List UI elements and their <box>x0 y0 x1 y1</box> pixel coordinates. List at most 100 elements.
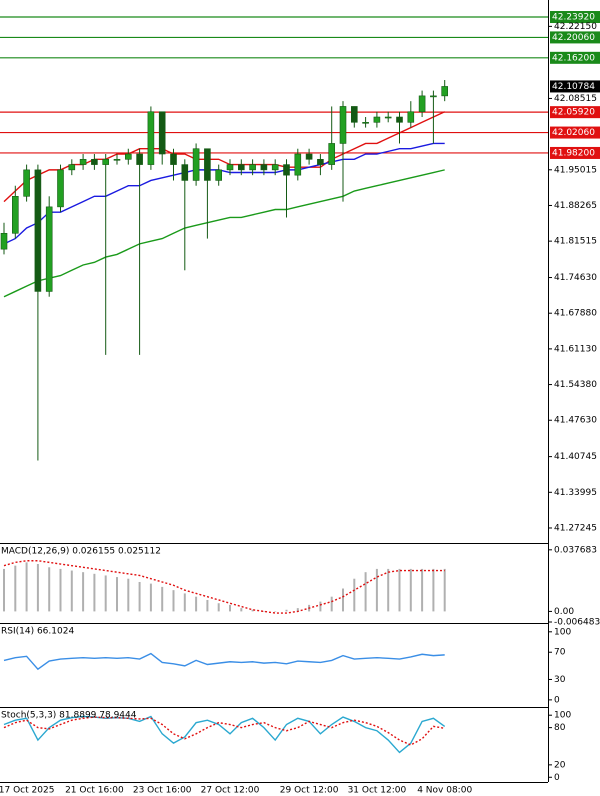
y-tick-label: 41.88265 <box>554 201 597 211</box>
candle-body <box>260 164 268 171</box>
histogram-bar <box>375 568 378 612</box>
y-tick-label: 20 <box>554 760 566 770</box>
y-tick-label: 0.00 <box>554 607 574 617</box>
histogram-bar <box>3 568 5 612</box>
y-tick-label: 41.54380 <box>554 380 597 390</box>
histogram-bar <box>240 608 243 612</box>
y-tick-label: 0 <box>554 773 560 783</box>
candle-body <box>102 158 109 165</box>
x-tick-label: 31 Oct 12:00 <box>348 786 407 796</box>
candle-body <box>362 122 369 124</box>
histogram-bar <box>195 596 198 612</box>
candle-body <box>407 111 415 123</box>
candle-body <box>418 95 426 113</box>
histogram-bar <box>353 578 356 612</box>
y-tick-label: 42.22150 <box>554 22 597 32</box>
candle-body <box>328 143 336 165</box>
candle-body <box>339 106 347 144</box>
histogram-bar <box>274 611 277 612</box>
indicator-line <box>3 142 445 245</box>
x-tick-label: 21 Oct 16:00 <box>65 786 124 796</box>
histogram-bar <box>229 604 231 612</box>
histogram-bar <box>387 568 390 612</box>
histogram-bar <box>59 568 62 612</box>
candle-body <box>305 153 313 160</box>
candle-body <box>12 195 19 234</box>
candle-body <box>373 116 381 123</box>
y-tick-label: 41.95015 <box>554 165 597 175</box>
y-tick-label: 41.81515 <box>554 237 597 247</box>
histogram-bar <box>421 568 424 612</box>
histogram-bar <box>330 596 333 612</box>
indicator-line <box>3 169 445 298</box>
candle-body <box>215 169 222 181</box>
candle-body <box>113 158 121 161</box>
candle-body <box>350 106 358 123</box>
level-label-box <box>550 126 600 139</box>
candle-body <box>23 169 30 197</box>
candle-body <box>79 158 87 165</box>
y-tick-label: 42.08515 <box>554 94 597 104</box>
candle-body <box>384 116 392 119</box>
histogram-bar <box>161 586 164 612</box>
histogram-bar <box>364 572 367 612</box>
last-price-box <box>550 80 600 93</box>
y-tick-label: 100 <box>554 711 571 721</box>
candle-body <box>181 164 189 181</box>
histogram-bar <box>104 575 107 612</box>
indicator-line <box>3 716 445 746</box>
level-label-box <box>550 106 600 119</box>
x-tick-label: 27 Oct 12:00 <box>201 786 260 796</box>
level-label: 42.20060 <box>552 33 595 43</box>
candle-body <box>68 164 76 171</box>
candle-body <box>91 158 98 165</box>
histogram-bar <box>127 578 130 612</box>
candle-body <box>238 164 245 171</box>
histogram-bar <box>183 593 186 612</box>
y-tick-label: 41.47630 <box>554 416 597 426</box>
candle-body <box>125 153 132 160</box>
candle-body <box>204 148 211 181</box>
candle-body <box>249 164 256 171</box>
y-tick-label: 41.74630 <box>554 273 597 283</box>
level-label-box <box>550 11 600 24</box>
histogram-bar <box>443 568 446 612</box>
y-tick-label: -0.006483 <box>554 618 600 628</box>
x-tick-label: 4 Nov 08:00 <box>417 786 472 796</box>
x-tick-label: 29 Oct 12:00 <box>280 786 339 796</box>
candle-body <box>226 164 234 171</box>
candle-body <box>45 206 53 292</box>
y-tick-label: 41.27245 <box>554 523 597 533</box>
candle-body <box>192 148 200 181</box>
y-tick-label: 41.67880 <box>554 309 597 319</box>
level-label: 42.16200 <box>552 53 595 63</box>
y-tick-label: 100 <box>554 627 571 637</box>
histogram-bar <box>342 588 344 612</box>
histogram-bar <box>206 599 209 612</box>
histogram-bar <box>82 572 85 612</box>
candle-body <box>271 164 279 171</box>
histogram-bar <box>93 573 96 612</box>
level-label-box <box>550 146 600 159</box>
level-label: 41.98200 <box>552 148 595 158</box>
y-tick-label: 30 <box>554 675 566 685</box>
histogram-bar <box>116 577 118 612</box>
candle-body <box>396 116 403 123</box>
histogram-bar <box>398 568 401 612</box>
candle-body <box>136 153 143 165</box>
histogram-bar <box>70 570 73 612</box>
candle-body <box>34 169 42 292</box>
histogram-bar <box>319 601 322 612</box>
histogram-bar <box>14 565 17 612</box>
candle-body <box>0 232 8 250</box>
candle-body <box>317 158 324 165</box>
y-tick-label: 41.33995 <box>554 488 597 498</box>
panel-title: Stoch(5,3,3) 81.8899 78.9444 <box>1 711 137 721</box>
indicator-line <box>3 560 445 614</box>
level-label: 42.23920 <box>552 13 595 23</box>
histogram-bar <box>48 567 51 612</box>
histogram-bar <box>149 583 152 612</box>
panel-title: RSI(14) 66.1024 <box>1 627 74 637</box>
last-price-label: 42.10784 <box>552 82 595 92</box>
